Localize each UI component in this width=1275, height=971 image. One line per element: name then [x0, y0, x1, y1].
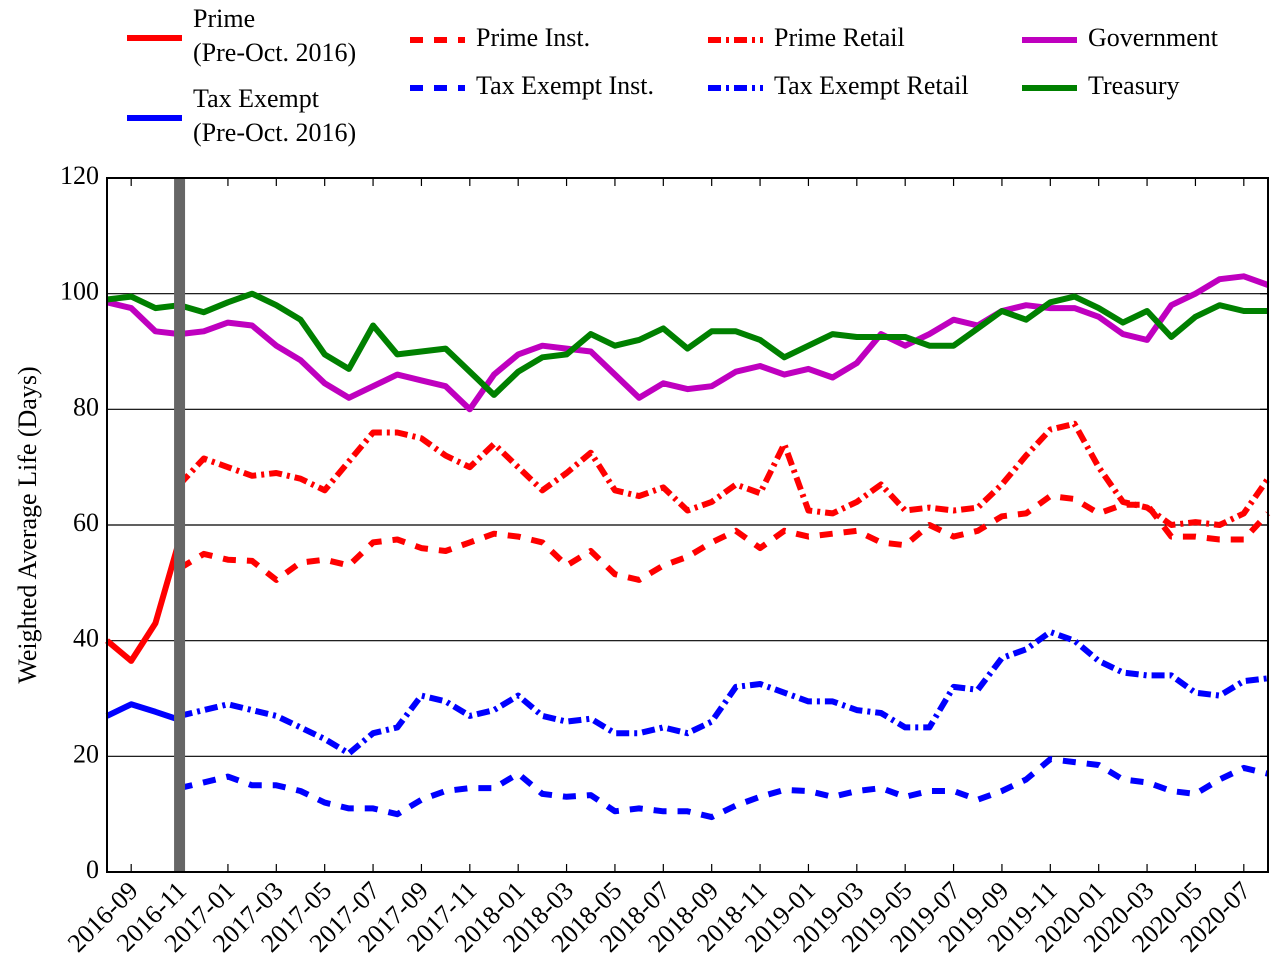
legend-label-line: Tax Exempt Retail — [774, 71, 969, 100]
y-tick-label: 40 — [73, 624, 99, 653]
legend-label-line: Tax Exempt Inst. — [476, 71, 654, 100]
y-tick-label: 0 — [86, 855, 99, 884]
y-tick-label: 120 — [60, 161, 99, 190]
legend-label: Prime Inst. — [476, 23, 590, 52]
legend-label-line: Prime Inst. — [476, 23, 590, 52]
series-line — [178, 493, 1271, 583]
y-tick-label: 100 — [60, 277, 99, 306]
y-tick-label: 80 — [73, 392, 99, 421]
series-line — [178, 756, 1269, 821]
legend-label: Treasury — [1088, 71, 1179, 100]
legend-label-line: (Pre-Oct. 2016) — [193, 38, 356, 67]
y-tick-label: 60 — [73, 508, 99, 537]
legend-label: Tax Exempt Retail — [774, 71, 969, 100]
legend-label: Prime (Pre-Oct. 2016) — [193, 4, 356, 67]
legend-label: Tax Exempt Inst. — [476, 71, 654, 100]
legend-label: Prime Retail — [774, 23, 905, 52]
legend-label-line: Tax Exempt — [193, 84, 320, 113]
legend-label-line: Prime Retail — [774, 23, 905, 52]
legend-label-line: Government — [1088, 23, 1219, 52]
y-axis-label: Weighted Average Life (Days) — [13, 366, 42, 683]
legend-label-line: Prime — [193, 4, 255, 33]
plot-frame — [106, 177, 1269, 873]
series-line — [105, 701, 181, 723]
series-line — [105, 538, 183, 664]
series-line — [177, 420, 1271, 528]
legend-label: Government — [1088, 23, 1219, 52]
y-tick-label: 20 — [73, 739, 99, 768]
legend-label-line: Treasury — [1088, 71, 1179, 100]
legend-label: Tax Exempt (Pre-Oct. 2016) — [193, 84, 356, 147]
series-line — [106, 273, 1270, 413]
legend-label-line: (Pre-Oct. 2016) — [193, 118, 356, 147]
series-line — [178, 629, 1269, 757]
series-line — [106, 290, 1268, 398]
